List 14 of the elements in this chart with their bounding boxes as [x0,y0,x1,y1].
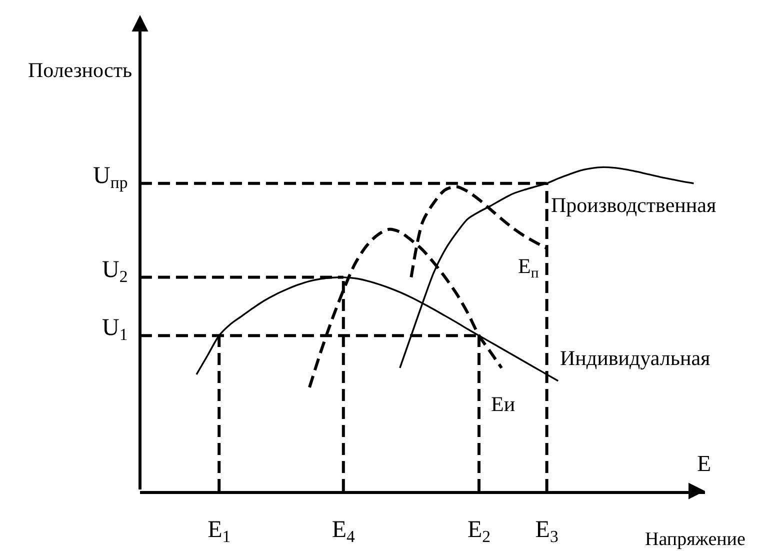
x-axis-title: Напряжение [645,529,746,550]
x-tick-label: E$_{1}$ [208,516,231,546]
series-label: U$_{1}$ [102,315,128,344]
x-tick-label: E$_{4}$ [332,516,356,546]
series-label: U$_{пр}$ [93,163,128,192]
series-label: Индивидуальная [560,346,711,370]
series-label: U$_{2}$ [102,257,128,286]
series-label: Eи [491,392,516,416]
x-tick-label: E$_{3}$ [535,516,558,546]
x-tick-label: E$_{2}$ [467,516,491,546]
annotation: E [697,451,712,476]
series-label: E$_{п}$ [518,254,539,282]
series-label: Производственная [551,193,716,217]
y-axis-title: Полезность [28,58,132,82]
